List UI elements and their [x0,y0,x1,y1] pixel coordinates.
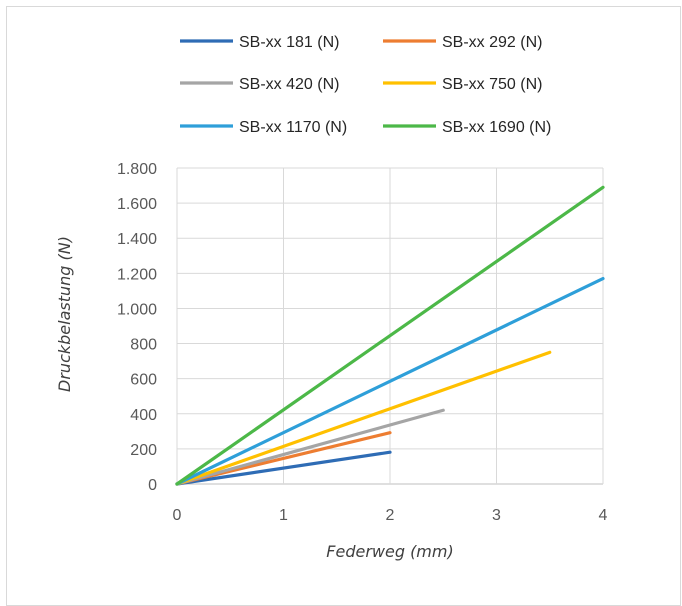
series-line [175,350,552,486]
legend-label: SB-xx 750 (N) [442,76,542,93]
x-tick-label: 4 [599,507,608,524]
y-tick-label: 1.800 [117,161,157,178]
y-axis-title: Druckbelastung (N) [55,236,74,392]
x-tick-label: 0 [173,507,182,524]
x-axis-title: Federweg (mm) [326,542,453,561]
series-line [175,277,605,486]
legend-item: SB-xx 750 (N) [383,76,542,93]
legend-item: SB-xx 1170 (N) [180,119,347,136]
legend-item: SB-xx 1690 (N) [383,119,551,136]
x-tick-label: 1 [279,507,288,524]
legend-label: SB-xx 1690 (N) [442,119,551,136]
legend-label: SB-xx 181 (N) [239,34,339,51]
y-tick-label: 1.600 [117,196,157,213]
x-axis-ticks: 0 1 2 3 4 [173,507,608,524]
y-tick-label: 1.000 [117,301,157,318]
y-tick-label: 200 [130,442,157,459]
legend-label: SB-xx 292 (N) [442,34,542,51]
legend: SB-xx 181 (N) SB-xx 292 (N) SB-xx 420 (N) S… [180,34,551,136]
series-line [175,408,445,486]
legend-item: SB-xx 420 (N) [180,76,339,93]
x-tick-label: 2 [386,507,395,524]
series-lines [175,185,605,486]
y-axis-ticks: 0 200 400 600 800 1.000 1.200 1.400 1.600 1.800 [117,161,157,494]
x-tick-label: 3 [492,507,501,524]
y-tick-label: 600 [130,372,157,389]
series-line [175,450,392,486]
y-tick-label: 1.200 [117,266,157,283]
legend-label: SB-xx 1170 (N) [239,119,347,136]
series-line [175,185,605,486]
legend-label: SB-xx 420 (N) [239,76,339,93]
legend-item: SB-xx 292 (N) [383,34,542,51]
y-tick-label: 400 [130,407,157,424]
y-tick-label: 800 [130,337,157,354]
grid [176,167,604,485]
legend-item: SB-xx 181 (N) [180,34,339,51]
line-chart: 0 200 400 600 800 1.000 1.200 1.400 1.600 1.800 0… [55,34,608,561]
y-tick-label: 0 [148,477,157,494]
y-tick-label: 1.400 [117,231,157,248]
